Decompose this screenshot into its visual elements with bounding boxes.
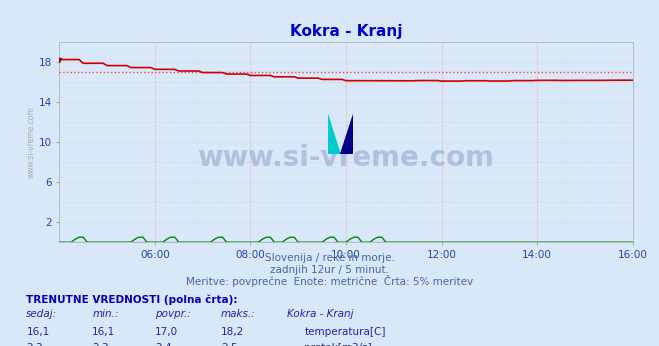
Text: pretok[m3/s]: pretok[m3/s] (304, 343, 372, 346)
Text: 2,3: 2,3 (92, 343, 109, 346)
Text: 2,4: 2,4 (155, 343, 171, 346)
Polygon shape (340, 114, 353, 154)
Polygon shape (328, 114, 340, 154)
Text: TRENUTNE VREDNOSTI (polna črta):: TRENUTNE VREDNOSTI (polna črta): (26, 294, 238, 305)
Text: temperatura[C]: temperatura[C] (304, 327, 386, 337)
Text: 18,2: 18,2 (221, 327, 244, 337)
Y-axis label: www.si-vreme.com: www.si-vreme.com (26, 106, 36, 178)
Text: povpr.:: povpr.: (155, 309, 190, 319)
Text: Meritve: povprečne  Enote: metrične  Črta: 5% meritev: Meritve: povprečne Enote: metrične Črta:… (186, 275, 473, 288)
Text: 2,3: 2,3 (26, 343, 43, 346)
Text: Slovenija / reke in morje.: Slovenija / reke in morje. (264, 253, 395, 263)
Text: zadnjih 12ur / 5 minut.: zadnjih 12ur / 5 minut. (270, 265, 389, 275)
Text: www.si-vreme.com: www.si-vreme.com (198, 144, 494, 172)
Text: sedaj:: sedaj: (26, 309, 57, 319)
Text: maks.:: maks.: (221, 309, 256, 319)
Text: 17,0: 17,0 (155, 327, 178, 337)
Text: 2,5: 2,5 (221, 343, 237, 346)
Text: 16,1: 16,1 (92, 327, 115, 337)
Text: min.:: min.: (92, 309, 119, 319)
Title: Kokra - Kranj: Kokra - Kranj (290, 24, 402, 39)
Text: 16,1: 16,1 (26, 327, 49, 337)
Text: Kokra - Kranj: Kokra - Kranj (287, 309, 353, 319)
